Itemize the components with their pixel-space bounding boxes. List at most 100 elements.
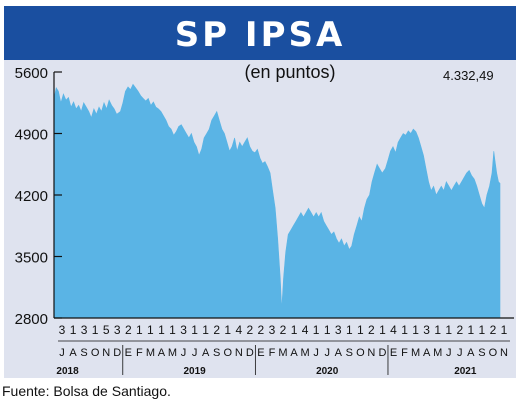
x-month-label: N — [235, 347, 243, 359]
x-day-label: 2 — [213, 323, 220, 337]
x-day-label: 3 — [81, 323, 88, 337]
x-day-label: 2 — [258, 323, 265, 337]
x-month-label: O — [356, 347, 365, 359]
x-day-label: 1 — [324, 323, 331, 337]
x-month-label: J — [446, 347, 452, 359]
x-day-label: 2 — [490, 323, 497, 337]
x-month-label: J — [181, 347, 187, 359]
x-day-label: 1 — [224, 323, 231, 337]
source-note: Fuente: Bolsa de Santiago. — [2, 383, 171, 399]
x-month-label: D — [378, 347, 386, 359]
x-day-label: 2 — [456, 323, 463, 337]
x-month-label: M — [301, 347, 310, 359]
x-month-label: J — [59, 347, 65, 359]
x-day-label: 1 — [379, 323, 386, 337]
x-day-label: 1 — [169, 323, 176, 337]
x-month-label: N — [500, 347, 508, 359]
x-month-label: M — [411, 347, 420, 359]
x-month-label: S — [478, 347, 485, 359]
x-month-label: D — [113, 347, 121, 359]
x-day-label: 1 — [70, 323, 77, 337]
x-month-label: N — [102, 347, 110, 359]
x-month-label: F — [136, 347, 143, 359]
x-day-label: 4 — [390, 323, 397, 337]
chart-title: SP IPSA — [174, 15, 346, 55]
x-day-label: 2 — [247, 323, 254, 337]
x-month-label: E — [390, 347, 397, 359]
y-tick-label: 2800 — [15, 311, 48, 328]
x-month-label: M — [146, 347, 155, 359]
x-day-label: 1 — [357, 323, 364, 337]
x-day-label: 1 — [501, 323, 508, 337]
x-day-label: 2 — [125, 323, 132, 337]
series-area — [53, 83, 501, 319]
x-day-label: 1 — [291, 323, 298, 337]
last-value-label: 4.332,49 — [443, 68, 494, 83]
x-month-label: S — [346, 347, 353, 359]
x-day-label: 1 — [158, 323, 165, 337]
x-month-label: S — [213, 347, 220, 359]
x-day-label: 2 — [368, 323, 375, 337]
x-month-label: M — [168, 347, 177, 359]
x-month-label: S — [80, 347, 87, 359]
x-month-label: E — [125, 347, 132, 359]
x-month-label: O — [489, 347, 498, 359]
x-month-label: O — [223, 347, 232, 359]
x-month-label: A — [290, 347, 298, 359]
x-month-label: F — [269, 347, 276, 359]
x-day-label: 1 — [202, 323, 209, 337]
x-month-label: D — [246, 347, 254, 359]
x-month-label: M — [433, 347, 442, 359]
x-day-label: 1 — [313, 323, 320, 337]
x-month-label: A — [423, 347, 431, 359]
x-month-label: N — [367, 347, 375, 359]
x-day-label: 4 — [235, 323, 242, 337]
y-tick-label: 5600 — [15, 65, 48, 82]
x-month-label: J — [192, 347, 198, 359]
x-day-label: 1 — [92, 323, 99, 337]
title-bar: SP IPSA — [4, 6, 516, 60]
x-year-label: 2020 — [316, 366, 339, 377]
x-day-label: 3 — [423, 323, 430, 337]
x-day-label: 1 — [445, 323, 452, 337]
x-month-label: J — [457, 347, 463, 359]
y-tick-label: 4200 — [15, 188, 48, 205]
x-month-label: J — [324, 347, 330, 359]
x-month-label: F — [401, 347, 408, 359]
x-day-label: 3 — [335, 323, 342, 337]
x-day-label: 1 — [479, 323, 486, 337]
chart-subtitle: (en puntos) — [244, 62, 335, 82]
plot-area — [53, 83, 501, 319]
x-day-label: 3 — [269, 323, 276, 337]
x-day-label: 3 — [114, 323, 121, 337]
x-year-label: 2021 — [454, 366, 477, 377]
x-month-label: E — [257, 347, 264, 359]
x-month-label: M — [278, 347, 287, 359]
x-month-label: O — [91, 347, 100, 359]
x-day-label: 2 — [280, 323, 287, 337]
x-year-label: 2019 — [183, 366, 206, 377]
x-year-label: 2018 — [56, 366, 79, 377]
x-day-label: 3 — [59, 323, 66, 337]
x-day-label: 1 — [346, 323, 353, 337]
y-tick-label: 4900 — [15, 127, 48, 144]
x-day-label: 1 — [468, 323, 475, 337]
x-day-label: 1 — [401, 323, 408, 337]
x-month-label: A — [202, 347, 210, 359]
x-day-label: 1 — [434, 323, 441, 337]
x-month-label: A — [335, 347, 343, 359]
x-day-label: 3 — [180, 323, 187, 337]
x-month-label: A — [69, 347, 77, 359]
x-month-label: A — [467, 347, 475, 359]
y-tick-label: 3500 — [15, 250, 48, 267]
x-month-label: J — [313, 347, 319, 359]
x-day-label: 1 — [412, 323, 419, 337]
x-day-label: 1 — [191, 323, 198, 337]
x-day-label: 1 — [147, 323, 154, 337]
x-day-label: 5 — [103, 323, 110, 337]
x-day-label: 1 — [136, 323, 143, 337]
x-day-label: 4 — [302, 323, 309, 337]
x-month-label: A — [158, 347, 166, 359]
